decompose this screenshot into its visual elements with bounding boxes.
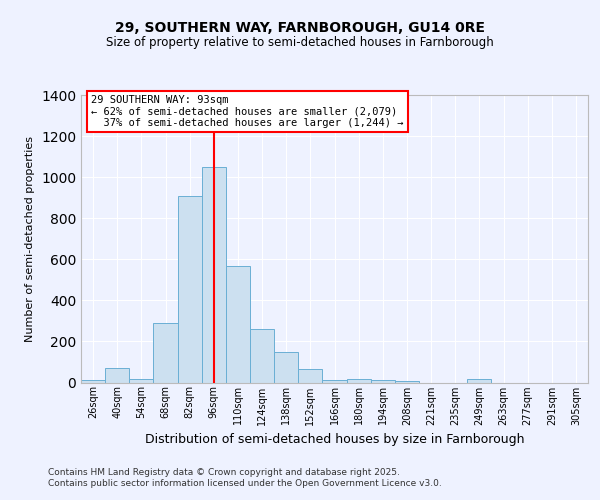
Bar (105, 368, 129, 382)
Bar (298, 369, 322, 382)
X-axis label: Distribution of semi-detached houses by size in Farnborough: Distribution of semi-detached houses by … (145, 433, 524, 446)
Bar (202, 167, 226, 382)
Bar (81, 380, 105, 382)
Bar (129, 380, 154, 382)
Bar (347, 380, 371, 382)
Bar (274, 352, 298, 382)
Bar (154, 323, 178, 382)
Bar (371, 380, 395, 382)
Bar (226, 266, 250, 382)
Bar (178, 196, 202, 382)
Bar (467, 380, 491, 382)
Bar (250, 329, 274, 382)
Text: Size of property relative to semi-detached houses in Farnborough: Size of property relative to semi-detach… (106, 36, 494, 49)
Bar (322, 380, 347, 382)
Text: 29, SOUTHERN WAY, FARNBOROUGH, GU14 0RE: 29, SOUTHERN WAY, FARNBOROUGH, GU14 0RE (115, 20, 485, 34)
Text: Contains HM Land Registry data © Crown copyright and database right 2025.
Contai: Contains HM Land Registry data © Crown c… (48, 468, 442, 487)
Y-axis label: Number of semi-detached properties: Number of semi-detached properties (25, 136, 35, 342)
Text: 29 SOUTHERN WAY: 93sqm
← 62% of semi-detached houses are smaller (2,079)
  37% o: 29 SOUTHERN WAY: 93sqm ← 62% of semi-det… (91, 95, 404, 128)
